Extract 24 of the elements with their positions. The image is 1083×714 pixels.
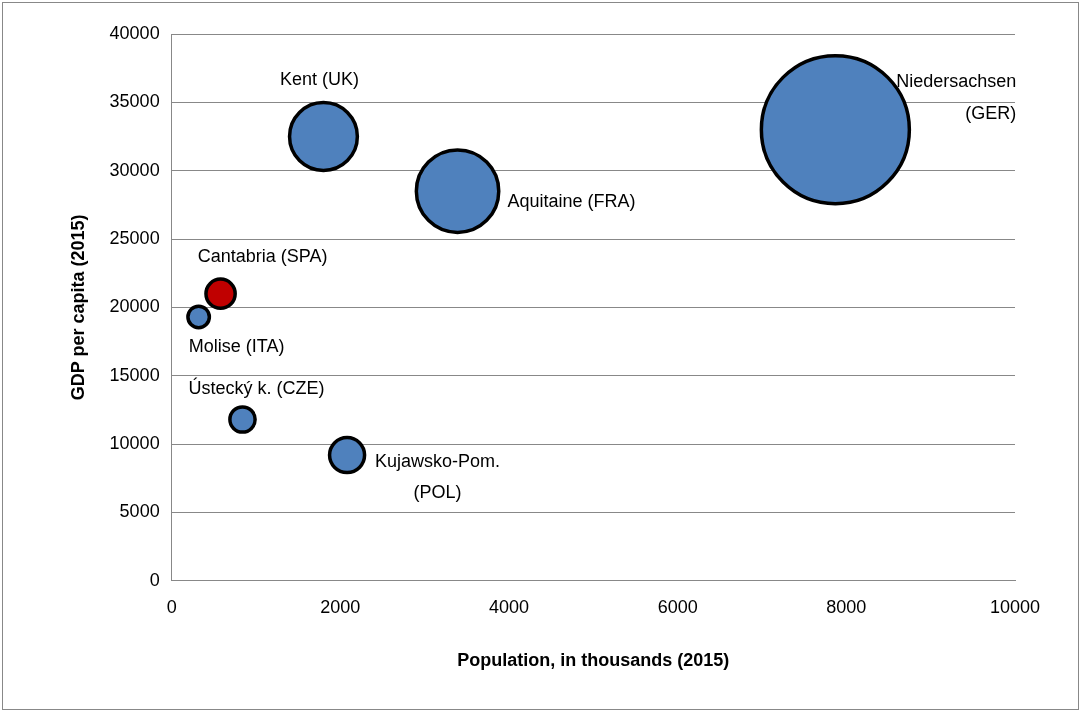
y-tick-label: 0 <box>149 569 160 590</box>
annotation: Kent (UK) <box>279 69 359 90</box>
x-tick-label: 2000 <box>320 596 361 617</box>
x-axis-title: Population, in thousands (2015) <box>457 650 730 671</box>
x-tick-label: 4000 <box>488 596 530 617</box>
annotation: Niedersachsen (GER) <box>896 70 1017 123</box>
x-tick-label: 0 <box>166 596 177 617</box>
annotation: Molise (ITA) <box>188 335 285 356</box>
y-tick-label: 25000 <box>109 228 160 249</box>
x-tick-label: 6000 <box>657 596 698 617</box>
annotation: Ústecký k. (CZE) <box>188 377 325 399</box>
y-axis-title: GDP per capita (2015) <box>67 214 88 401</box>
annotation: Aquitaine (FRA) <box>507 191 636 212</box>
y-tick-label: 10000 <box>109 433 160 454</box>
y-tick-label: 30000 <box>109 159 160 180</box>
y-tick-label: 15000 <box>109 364 160 385</box>
y-tick-label: 35000 <box>109 91 160 112</box>
y-tick-label: 40000 <box>109 22 160 43</box>
y-tick-label: 5000 <box>119 501 160 522</box>
annotation: Cantabria (SPA) <box>197 245 328 266</box>
x-tick-label: 8000 <box>826 596 867 617</box>
x-tick-label: 10000 <box>989 596 1041 617</box>
y-tick-label: 20000 <box>109 296 160 317</box>
annotation: Kujawsko-Pom. (POL) <box>375 451 501 502</box>
